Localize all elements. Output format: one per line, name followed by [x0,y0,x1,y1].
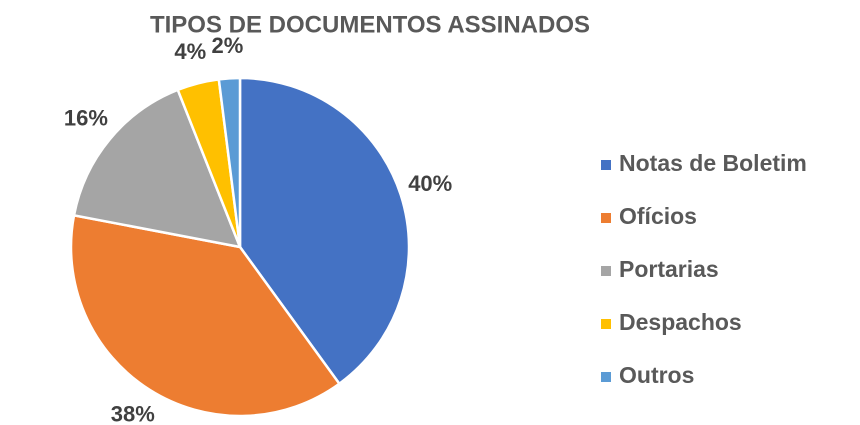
data-label: 4% [174,39,206,64]
pie-slice [69,213,342,418]
legend-label: Portarias [619,256,719,282]
data-label: 38% [111,402,155,425]
pie-slice [217,76,242,248]
legend-swatch [601,213,611,223]
chart-title: TIPOS DE DOCUMENTOS ASSINADOS [150,11,590,38]
legend-swatch [601,266,611,276]
legend-label: Ofícios [619,203,697,229]
legend-swatch [601,372,611,382]
legend-label: Notas de Boletim [619,150,807,176]
data-label: 40% [408,171,452,196]
pie-slice [238,76,411,386]
pie-slice [72,88,242,249]
legend-label: Despachos [619,309,742,335]
legend-label: Outros [619,362,694,388]
data-label: 16% [64,105,108,130]
legend-swatch [601,319,611,329]
legend-swatch [601,160,611,170]
data-label: 2% [212,33,244,58]
